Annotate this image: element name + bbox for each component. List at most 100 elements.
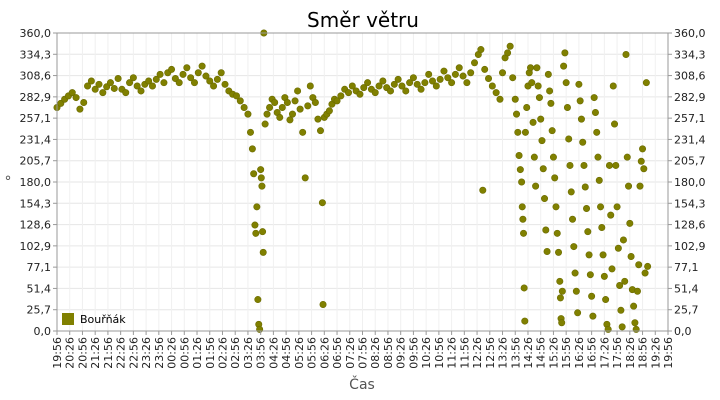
x-tick-label: 10:56 (433, 337, 446, 369)
data-point (379, 77, 387, 85)
data-point (429, 77, 437, 85)
data-point (148, 82, 156, 90)
x-tick-label: 02:26 (216, 337, 229, 369)
data-point (266, 104, 274, 112)
data-point (425, 70, 433, 78)
data-point (387, 87, 395, 95)
data-point (534, 82, 542, 90)
data-point (402, 87, 410, 95)
data-point (257, 166, 265, 174)
x-tick-label: 06:56 (331, 337, 344, 369)
data-point (198, 62, 206, 70)
data-point (248, 145, 256, 153)
data-point (217, 69, 225, 77)
y-axis-right-ticks: 0,0 25,7 51,4 77,1 102,9 128,6 154,3 180,0 205,7… (668, 27, 706, 338)
data-point (432, 82, 440, 90)
x-tick-label: 11:26 (446, 337, 459, 369)
data-point (311, 99, 319, 107)
y-tick-label-left: 154,3 (20, 197, 52, 210)
x-tick-label: 17:26 (598, 337, 611, 369)
data-point (597, 203, 605, 211)
y-tick-label-right: 282,9 (674, 91, 706, 104)
y-tick-label-left: 205,7 (20, 155, 52, 168)
data-point (527, 64, 535, 72)
data-point (594, 153, 602, 161)
y-tick-label-left: 231,4 (20, 133, 52, 146)
data-point (530, 153, 538, 161)
data-point (283, 99, 291, 107)
data-point (556, 294, 564, 302)
data-point (584, 228, 592, 236)
y-tick-label-left: 308,6 (20, 70, 52, 83)
data-point (122, 89, 130, 97)
x-tick-label: 22:26 (115, 337, 128, 369)
data-point (533, 64, 541, 72)
x-tick-label: 00:56 (178, 337, 191, 369)
y-tick-label-left: 102,9 (20, 240, 52, 253)
data-point (571, 269, 579, 277)
y-tick-label-left: 0,0 (34, 325, 52, 338)
data-point (288, 110, 296, 118)
data-point (641, 269, 649, 277)
x-tick-label: 06:26 (318, 337, 331, 369)
chart-title: Směr větru (307, 8, 419, 32)
data-point (375, 82, 383, 90)
data-point (463, 79, 471, 87)
data-point (444, 74, 452, 82)
data-point (599, 251, 607, 259)
data-point (84, 82, 92, 90)
x-tick-label: 00:26 (166, 337, 179, 369)
data-point (455, 64, 463, 72)
data-point (521, 128, 529, 136)
data-point (602, 296, 610, 304)
data-point (591, 108, 599, 116)
y-tick-label-left: 282,9 (20, 91, 52, 104)
data-point (364, 79, 372, 87)
data-point (518, 203, 526, 211)
data-point (574, 309, 582, 317)
data-point (617, 306, 625, 314)
y-tick-label-left: 334,3 (20, 48, 52, 61)
data-point (417, 85, 425, 93)
data-point (261, 120, 269, 128)
data-point (581, 183, 589, 191)
data-point (632, 325, 640, 333)
x-tick-label: 21:26 (89, 337, 102, 369)
x-tick-label: 09:26 (395, 337, 408, 369)
data-point (598, 224, 606, 232)
data-point (547, 99, 555, 107)
x-tick-label: 08:56 (382, 337, 395, 369)
data-point (459, 72, 467, 80)
data-point (619, 236, 627, 244)
data-point (630, 302, 638, 310)
data-point (183, 64, 191, 72)
x-tick-label: 05:26 (293, 337, 306, 369)
x-tick-label: 19:56 (51, 337, 64, 369)
y-tick-label-right: 77,1 (674, 261, 699, 274)
data-point (263, 110, 271, 118)
data-point (316, 127, 324, 135)
data-point (532, 182, 540, 190)
data-point (213, 75, 221, 83)
data-point (558, 287, 566, 295)
data-point (413, 80, 421, 88)
data-point (633, 287, 641, 295)
data-point (156, 70, 164, 78)
x-tick-label: 17:56 (611, 337, 624, 369)
x-tick-label: 03:26 (242, 337, 255, 369)
data-point (296, 105, 304, 113)
data-point (110, 84, 118, 92)
data-point (570, 243, 578, 251)
y-axis-left-ticks: 0,0 25,7 51,4 77,1 102,9 128,6 154,3 180,0 205,7… (20, 27, 57, 338)
x-tick-label: 11:56 (458, 337, 471, 369)
x-tick-label: 03:56 (255, 337, 268, 369)
data-point (518, 178, 526, 186)
data-point (175, 79, 183, 87)
data-point (137, 87, 145, 95)
y-tick-label-right: 128,6 (674, 219, 706, 232)
x-tick-label: 12:56 (484, 337, 497, 369)
y-tick-label-left: 360,0 (20, 27, 52, 40)
data-point (499, 69, 507, 77)
data-point (552, 203, 560, 211)
data-point (394, 75, 402, 83)
